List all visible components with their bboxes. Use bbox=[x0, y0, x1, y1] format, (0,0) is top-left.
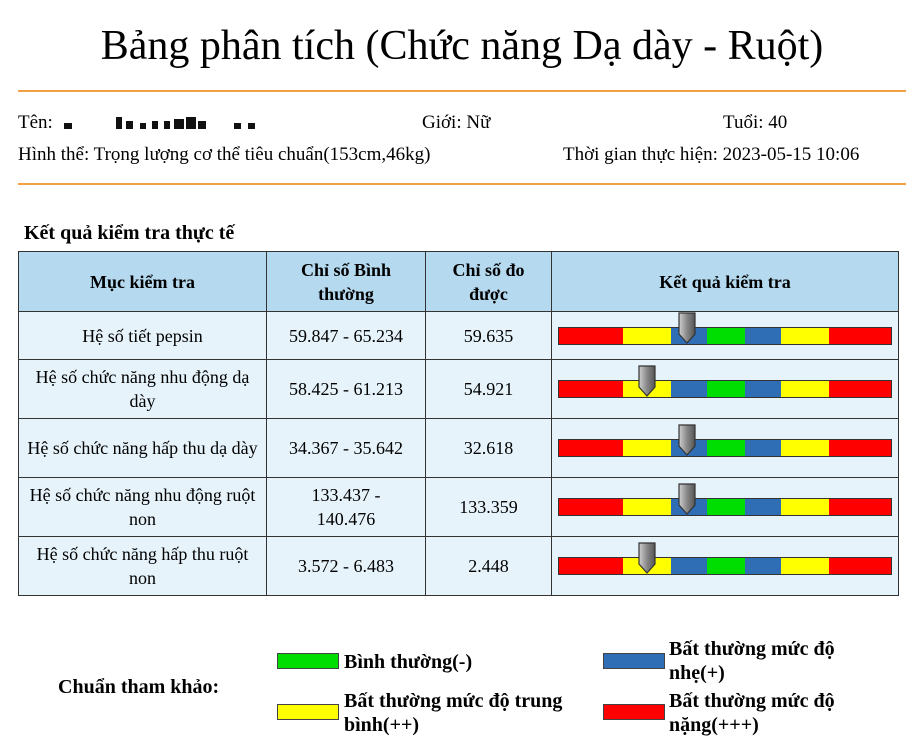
measured-value-cell: 54.921 bbox=[425, 359, 552, 419]
result-gauge bbox=[558, 311, 892, 345]
result-gauge-cell bbox=[551, 536, 899, 596]
gauge-pointer-icon bbox=[678, 483, 696, 515]
divider-bottom bbox=[18, 183, 906, 185]
gauge-segment bbox=[781, 499, 829, 515]
measured-value-cell: 32.618 bbox=[425, 418, 552, 478]
normal-range-cell: 3.572 - 6.483 bbox=[266, 536, 426, 596]
header-measured: Chỉ số đo được bbox=[425, 251, 552, 312]
patient-body: Hình thể: Trọng lượng cơ thể tiêu chuẩn(… bbox=[18, 144, 431, 165]
gauge-segment bbox=[707, 327, 745, 344]
header-result: Kết quả kiểm tra bbox=[551, 251, 899, 312]
header-normal: Chỉ số Bình thường bbox=[266, 251, 426, 312]
gauge-segment bbox=[829, 440, 891, 456]
table-row: Hệ số chức năng hấp thu dạ dày 34.367 - 3… bbox=[18, 418, 899, 478]
gauge-segment bbox=[829, 558, 891, 574]
legend-severe-text: Bất thường mức độ nặng(+++) bbox=[669, 690, 835, 736]
item-cell: Hệ số chức năng hấp thu ruột non bbox=[18, 536, 267, 596]
header-item: Mục kiểm tra bbox=[18, 251, 267, 312]
gauge-segment bbox=[829, 327, 891, 344]
gauge-segment bbox=[559, 327, 623, 344]
result-gauge-cell bbox=[551, 359, 899, 419]
gauge-segment bbox=[707, 440, 745, 456]
legend-medium-text: Bất thường mức độ trung bình(++) bbox=[344, 690, 563, 736]
gauge-segment bbox=[829, 381, 891, 397]
table-row: Hệ số chức năng hấp thu ruột non 3.572 - … bbox=[18, 536, 899, 596]
gauge-segment bbox=[781, 327, 829, 344]
table-row: Hệ số chức năng nhu động ruột non 133.437… bbox=[18, 477, 899, 537]
results-table: Mục kiểm tra Chỉ số Bình thường Chỉ số đ… bbox=[18, 251, 899, 596]
name-label: Tên: bbox=[18, 112, 53, 133]
table-header-row: Mục kiểm tra Chỉ số Bình thường Chỉ số đ… bbox=[18, 251, 899, 312]
gauge-segment bbox=[707, 558, 745, 574]
legend-mild-swatch bbox=[603, 653, 665, 669]
gauge-segment bbox=[559, 558, 623, 574]
legend-label: Chuẩn tham khảo: bbox=[58, 676, 220, 698]
item-cell: Hệ số tiết pepsin bbox=[18, 311, 267, 360]
gauge-segment bbox=[671, 381, 707, 397]
gauge-segment bbox=[559, 381, 623, 397]
gauge-segment bbox=[829, 499, 891, 515]
page-title: Bảng phân tích (Chức năng Dạ dày - Ruột) bbox=[100, 23, 824, 69]
legend-medium-swatch bbox=[277, 704, 339, 720]
gauge-segment bbox=[745, 381, 781, 397]
patient-name: Tên: bbox=[18, 111, 278, 135]
gauge-segment bbox=[707, 499, 745, 515]
gauge-segment bbox=[559, 440, 623, 456]
item-cell: Hệ số chức năng hấp thu dạ dày bbox=[18, 418, 267, 478]
normal-range-cell: 59.847 - 65.234 bbox=[266, 311, 426, 360]
gauge-segment bbox=[671, 558, 707, 574]
legend-severe-swatch bbox=[603, 704, 665, 720]
gauge-segment bbox=[781, 558, 829, 574]
redacted-name-image bbox=[58, 116, 278, 131]
gauge-segment bbox=[745, 440, 781, 456]
table-row: Hệ số tiết pepsin 59.847 - 65.234 59.635 bbox=[18, 311, 899, 360]
legend-mild-text: Bất thường mức độ nhẹ(+) bbox=[669, 638, 835, 684]
result-gauge-cell bbox=[551, 311, 899, 360]
item-cell: Hệ số chức năng nhu động ruột non bbox=[18, 477, 267, 537]
gauge-segment bbox=[623, 440, 671, 456]
gauge-pointer-icon bbox=[678, 311, 696, 344]
gauge-segment bbox=[559, 499, 623, 515]
result-gauge-cell bbox=[551, 477, 899, 537]
table-row: Hệ số chức năng nhu động dạ dày 58.425 - … bbox=[18, 359, 899, 419]
result-gauge bbox=[558, 365, 892, 398]
exam-time: Thời gian thực hiện: 2023-05-15 10:06 bbox=[563, 144, 860, 165]
gauge-segment bbox=[623, 327, 671, 344]
gauge-segment bbox=[745, 499, 781, 515]
gauge-segment bbox=[623, 499, 671, 515]
result-gauge-cell bbox=[551, 418, 899, 478]
gauge-segment bbox=[707, 381, 745, 397]
legend-normal-text: Bình thường(-) bbox=[344, 651, 473, 673]
result-gauge bbox=[558, 542, 892, 575]
item-cell: Hệ số chức năng nhu động dạ dày bbox=[18, 359, 267, 419]
result-gauge bbox=[558, 424, 892, 457]
patient-age: Tuổi: 40 bbox=[723, 112, 788, 133]
gauge-segment bbox=[745, 558, 781, 574]
gauge-pointer-icon bbox=[678, 424, 696, 456]
legend-normal-swatch bbox=[277, 653, 339, 669]
gauge-segment bbox=[745, 327, 781, 344]
section-title: Kết quả kiểm tra thực tế bbox=[24, 222, 235, 244]
measured-value-cell: 2.448 bbox=[425, 536, 552, 596]
normal-range-cell: 133.437 - 140.476 bbox=[266, 477, 426, 537]
patient-gender: Giới: Nữ bbox=[422, 112, 491, 133]
measured-value-cell: 59.635 bbox=[425, 311, 552, 360]
gauge-pointer-icon bbox=[638, 542, 656, 574]
gauge-segment bbox=[781, 381, 829, 397]
divider-top bbox=[18, 90, 906, 92]
normal-range-cell: 58.425 - 61.213 bbox=[266, 359, 426, 419]
result-gauge bbox=[558, 483, 892, 516]
gauge-pointer-icon bbox=[638, 365, 656, 397]
measured-value-cell: 133.359 bbox=[425, 477, 552, 537]
normal-range-cell: 34.367 - 35.642 bbox=[266, 418, 426, 478]
gauge-segment bbox=[781, 440, 829, 456]
